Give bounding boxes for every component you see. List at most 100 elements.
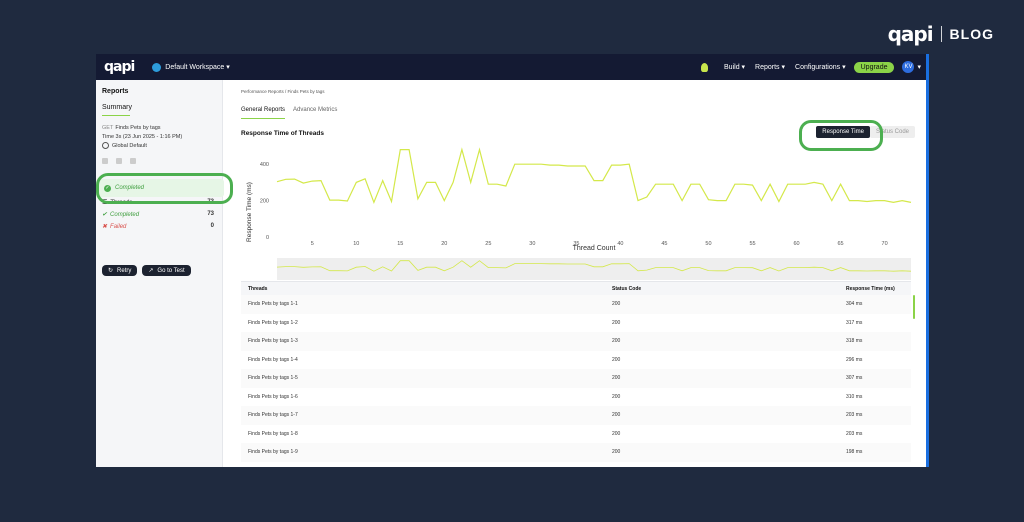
- window-edge: [926, 54, 929, 467]
- response-time-cell: 296 ms: [846, 356, 863, 363]
- go-to-test-button[interactable]: ↗ Go to Test: [142, 265, 191, 276]
- highlight-response-time: [799, 120, 883, 151]
- x-tick-label: 20: [441, 241, 447, 247]
- thread-name-cell: Finds Pets by tags 1-9: [248, 449, 298, 456]
- breadcrumb[interactable]: Performance Reports / Finds Pets by tags: [241, 89, 325, 94]
- nav-reports[interactable]: Reports ▾: [755, 64, 786, 71]
- stat-value: 0: [210, 223, 214, 229]
- thread-name-cell: Finds Pets by tags 1-4: [248, 356, 298, 363]
- globe-icon: [102, 142, 109, 149]
- app-window: qapi Default Workspace ▾ Build ▾ Reports…: [96, 54, 929, 467]
- table-row[interactable]: Finds Pets by tags 1-6 200 310 ms: [241, 388, 911, 407]
- status-code-cell: 200: [612, 338, 621, 345]
- status-code-cell: 200: [612, 393, 621, 400]
- table-row[interactable]: Finds Pets by tags 1-8 200 203 ms: [241, 425, 911, 444]
- workspace-icon: [152, 62, 162, 72]
- brush-range[interactable]: [277, 258, 911, 280]
- copy-icon[interactable]: [130, 158, 136, 164]
- header-threads[interactable]: Threads: [248, 285, 268, 292]
- scrollbar[interactable]: [913, 295, 915, 319]
- report-tabs: General Reports Advance Metrics: [241, 107, 337, 119]
- table-header: Threads Status Code Response Time (ms): [241, 281, 911, 295]
- highlight-completed: [96, 173, 233, 204]
- response-time-toggle[interactable]: Response Time: [816, 126, 870, 138]
- y-axis-label: Response Time (ms): [246, 182, 253, 242]
- refresh-icon: ↻: [108, 268, 114, 274]
- response-time-cell: 310 ms: [846, 393, 863, 400]
- blog-label: BLOG: [949, 26, 994, 42]
- avatar[interactable]: KV: [902, 61, 915, 73]
- sidebar-title: Reports: [102, 88, 129, 95]
- response-time-cell: 304 ms: [846, 301, 863, 308]
- app-logo[interactable]: qapi: [104, 59, 135, 75]
- table-row[interactable]: Finds Pets by tags 1-1 200 304 ms: [241, 295, 911, 314]
- summary-underline: [102, 115, 130, 116]
- header-status-code[interactable]: Status Code: [612, 285, 642, 292]
- x-axis-label: Thread Count: [573, 245, 616, 252]
- share-icon[interactable]: [116, 158, 122, 164]
- x-tick-label: 60: [793, 241, 799, 247]
- table-row[interactable]: Finds Pets by tags 1-3 200 318 ms: [241, 332, 911, 351]
- status-code-cell: 200: [612, 356, 621, 363]
- tab-advance-metrics[interactable]: Advance Metrics: [293, 107, 338, 113]
- response-time-cell: 203 ms: [846, 412, 863, 419]
- table-row[interactable]: Finds Pets by tags 1-7 200 203 ms: [241, 406, 911, 425]
- stat-value: 73: [207, 211, 214, 217]
- brush-preview-line: [276, 260, 912, 272]
- test-name-label: Finds Pets by tags: [115, 125, 161, 131]
- x-tick-label: 45: [661, 241, 667, 247]
- retry-button[interactable]: ↻ Retry: [102, 265, 138, 276]
- thread-name-cell: Finds Pets by tags 1-3: [248, 338, 298, 345]
- y-tick-label: 400: [260, 162, 269, 168]
- status-badge: ✓ Completed: [98, 179, 224, 197]
- x-tick-label: 5: [311, 241, 314, 247]
- x-tick-label: 25: [485, 241, 491, 247]
- test-name[interactable]: GET Finds Pets by tags: [102, 125, 161, 131]
- qapi-logo: qapi: [887, 22, 934, 46]
- x-tick-label: 35: [573, 241, 579, 247]
- action-icons: [102, 158, 136, 164]
- x-tick-label: 65: [837, 241, 843, 247]
- thread-name-cell: Finds Pets by tags 1-2: [248, 319, 298, 326]
- upgrade-button[interactable]: Upgrade: [853, 61, 895, 73]
- external-link-icon: ↗: [148, 268, 154, 274]
- top-navbar: qapi Default Workspace ▾ Build ▾ Reports…: [96, 54, 929, 80]
- workspace-selector[interactable]: Default Workspace ▾: [152, 62, 230, 72]
- stat-completed: ✔ Completed 73: [102, 211, 214, 218]
- x-circle-icon: ✖: [102, 224, 108, 230]
- threads-table: Threads Status Code Response Time (ms) F…: [241, 281, 911, 462]
- summary-tab[interactable]: Summary: [102, 104, 132, 111]
- divider: [940, 26, 942, 42]
- table-row[interactable]: Finds Pets by tags 1-4 200 296 ms: [241, 351, 911, 370]
- tab-general-reports[interactable]: General Reports: [241, 107, 286, 119]
- table-row[interactable]: Finds Pets by tags 1-9 200 198 ms: [241, 443, 911, 462]
- nav-build[interactable]: Build ▾: [724, 64, 746, 71]
- response-time-cell: 307 ms: [846, 375, 863, 382]
- table-body: Finds Pets by tags 1-1 200 304 ms Finds Pet…: [241, 295, 911, 462]
- check-icon: ✓: [104, 184, 111, 192]
- go-to-test-label: Go to Test: [157, 267, 185, 274]
- status-code-cell: 200: [612, 449, 621, 456]
- x-tick-label: 30: [529, 241, 535, 247]
- thread-name-cell: Finds Pets by tags 1-7: [248, 412, 298, 419]
- test-time: Time 3s (23 Jun 2025 - 1:16 PM): [102, 134, 183, 140]
- lightbulb-icon[interactable]: [701, 62, 709, 72]
- download-icon[interactable]: [102, 158, 108, 164]
- thread-name-cell: Finds Pets by tags 1-8: [248, 430, 298, 437]
- status-label: Completed: [115, 185, 145, 191]
- x-tick-label: 70: [882, 241, 888, 247]
- thread-name-cell: Finds Pets by tags 1-5: [248, 375, 298, 382]
- response-time-cell: 317 ms: [846, 319, 863, 326]
- y-tick-label: 0: [266, 235, 269, 241]
- shield-check-icon: ✔: [102, 212, 108, 218]
- table-row[interactable]: Finds Pets by tags 1-5 200 307 ms: [241, 369, 911, 388]
- stat-label: Completed: [110, 211, 140, 218]
- x-tick-label: 10: [353, 241, 359, 247]
- table-row[interactable]: Finds Pets by tags 1-2 200 317 ms: [241, 314, 911, 333]
- x-tick-label: 50: [705, 241, 711, 247]
- nav-configurations[interactable]: Configurations ▾: [795, 64, 846, 71]
- retry-label: Retry: [117, 267, 132, 274]
- status-code-cell: 200: [612, 412, 621, 419]
- chevron-down-icon[interactable]: ▾: [917, 64, 921, 71]
- header-response-time[interactable]: Response Time (ms): [846, 285, 895, 292]
